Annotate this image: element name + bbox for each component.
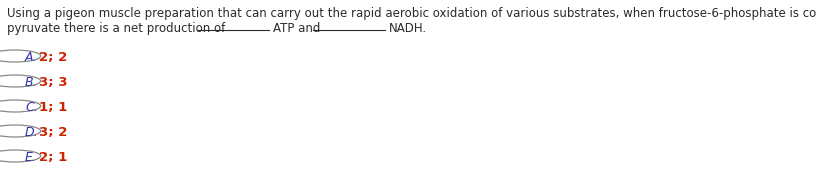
Text: E.: E. bbox=[25, 151, 37, 164]
Text: NADH.: NADH. bbox=[388, 22, 427, 35]
Text: 2; 2: 2; 2 bbox=[39, 51, 67, 64]
Text: 1; 1: 1; 1 bbox=[39, 101, 67, 114]
Text: Using a pigeon muscle preparation that can carry out the rapid aerobic oxidation: Using a pigeon muscle preparation that c… bbox=[7, 7, 816, 20]
Text: A.: A. bbox=[25, 51, 38, 64]
Text: B.: B. bbox=[25, 76, 38, 89]
Text: C.: C. bbox=[25, 101, 38, 114]
Text: D.: D. bbox=[25, 126, 38, 139]
Text: ATP and: ATP and bbox=[273, 22, 321, 35]
Text: pyruvate there is a net production of: pyruvate there is a net production of bbox=[7, 22, 225, 35]
Text: 2; 1: 2; 1 bbox=[39, 151, 67, 164]
Text: 3; 3: 3; 3 bbox=[39, 76, 68, 89]
Text: 3; 2: 3; 2 bbox=[39, 126, 68, 139]
